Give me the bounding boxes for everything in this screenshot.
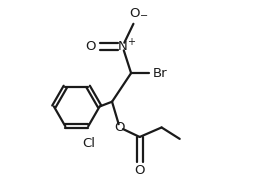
Text: O: O [134,164,145,177]
Text: −: − [140,11,148,21]
Text: O: O [85,40,96,53]
Text: N: N [118,40,127,53]
Text: Br: Br [153,67,168,80]
Text: +: + [127,37,135,47]
Text: Cl: Cl [83,137,96,150]
Text: O: O [114,121,125,134]
Text: O: O [130,7,140,20]
